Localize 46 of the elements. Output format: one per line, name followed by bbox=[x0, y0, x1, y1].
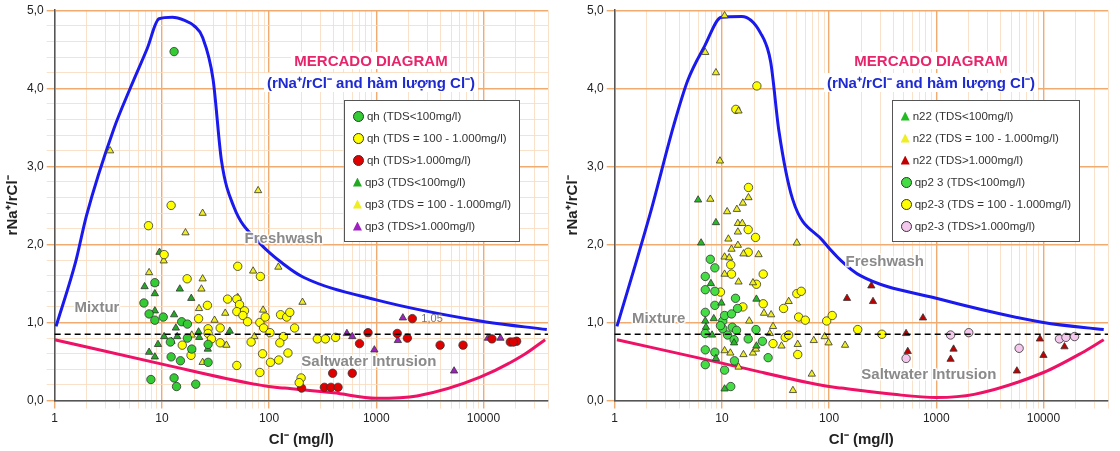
x-tick-label: 10000 bbox=[466, 411, 501, 426]
y-tick-label: 3,0 bbox=[26, 158, 44, 173]
y-axis-title: rNa⁺/rCl⁻ bbox=[563, 175, 581, 236]
x-tick-label: 1 bbox=[51, 411, 59, 426]
x-tick-label: 1000 bbox=[922, 411, 950, 426]
legend-label: n22 (TDS<100mg/l) bbox=[912, 110, 1014, 122]
y-tick-label: 1,0 bbox=[26, 314, 44, 329]
y-tick-label: 1,0 bbox=[586, 314, 604, 329]
legend-label: qp3 (TDS>1.000mg/l) bbox=[364, 220, 476, 232]
x-tick-label: 100 bbox=[259, 411, 280, 426]
x-tick-label: 100 bbox=[819, 411, 840, 426]
legend-label: qp2-3 (TDS = 100 - 1.000mg/l) bbox=[914, 198, 1071, 210]
text: (rNa⁺/rCl⁻ and hàm lượng Cl⁻) bbox=[823, 73, 1039, 92]
y-axis-title: rNa⁺/rCl⁻ bbox=[3, 175, 21, 236]
x-tick-label: 10 bbox=[715, 411, 729, 426]
legend-label: qp3 (TDS = 100 - 1.000mg/l) bbox=[364, 198, 511, 210]
legend-label: n22 (TDS>1.000mg/l) bbox=[912, 154, 1023, 166]
legend-label: qh (TDS>1.000mg/l) bbox=[366, 154, 471, 166]
annotation: Freshwash bbox=[845, 252, 924, 270]
y-tick-label: 5,0 bbox=[586, 2, 604, 17]
legend-label: qp2-3 (TDS>1.000mg/l) bbox=[914, 220, 1036, 232]
x-tick-label: 1 bbox=[611, 411, 619, 426]
x-axis-title: Cl⁻ (mg/l) bbox=[828, 430, 894, 448]
annotation: Mixture bbox=[631, 308, 686, 326]
y-tick-label: 5,0 bbox=[26, 2, 44, 17]
annotation: Mixtur bbox=[74, 297, 120, 315]
y-tick-label: 4,0 bbox=[26, 80, 44, 95]
x-axis-title: Cl⁻ (mg/l) bbox=[268, 430, 334, 448]
text: MERCADO DIAGRAM bbox=[291, 52, 451, 69]
text: (rNa⁺/rCl⁻ and hàm lượng Cl⁻) bbox=[263, 73, 479, 92]
legend-label: qp3 (TDS<100mg/l) bbox=[364, 176, 466, 188]
y-tick-label: 2,0 bbox=[586, 236, 604, 251]
y-tick-label: 3,0 bbox=[586, 158, 604, 173]
x-tick-label: 10000 bbox=[1026, 411, 1061, 426]
legend-label: n22 (TDS = 100 - 1.000mg/l) bbox=[912, 132, 1059, 144]
y-tick-label: 2,0 bbox=[26, 236, 44, 251]
y-tick-label: 0,0 bbox=[586, 392, 604, 407]
data-label: 1,05 bbox=[421, 311, 443, 324]
y-tick-label: 4,0 bbox=[586, 80, 604, 95]
legend-label: qh (TDS = 100 - 1.000mg/l) bbox=[366, 132, 507, 144]
legend-label: qh (TDS<100mg/l) bbox=[366, 110, 462, 122]
x-tick-label: 10 bbox=[155, 411, 169, 426]
x-tick-label: 1000 bbox=[362, 411, 390, 426]
text: MERCADO DIAGRAM bbox=[851, 52, 1011, 69]
y-tick-label: 0,0 bbox=[26, 392, 44, 407]
legend-label: qp2 3 (TDS<100mg/l) bbox=[914, 176, 1025, 188]
